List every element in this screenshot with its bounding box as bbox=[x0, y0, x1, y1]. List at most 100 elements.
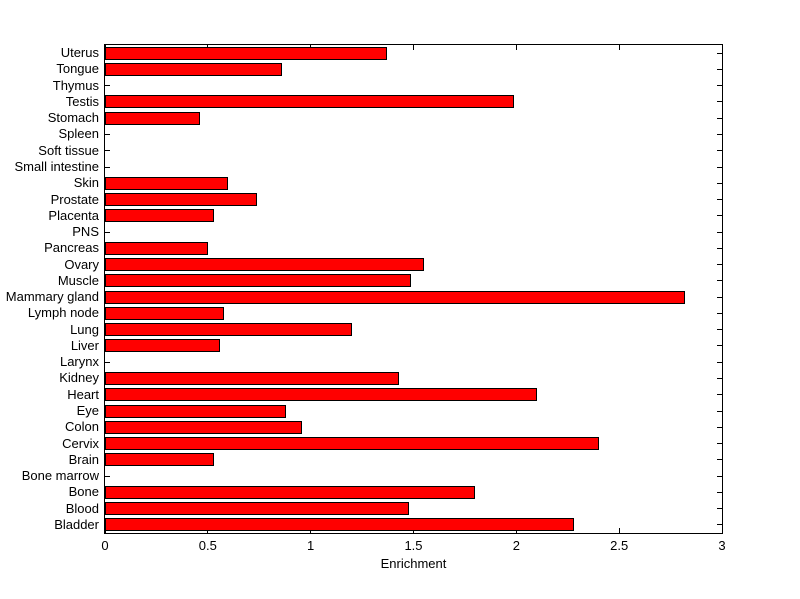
y-tick-right bbox=[717, 312, 722, 314]
y-tick-right bbox=[717, 443, 722, 445]
y-tick-right bbox=[717, 410, 722, 412]
y-tick-left bbox=[105, 150, 110, 152]
y-tick-right bbox=[717, 68, 722, 70]
y-tick-right bbox=[717, 491, 722, 493]
y-tick-right bbox=[717, 459, 722, 461]
y-tick-left bbox=[105, 475, 110, 477]
bar-bone bbox=[105, 485, 476, 499]
y-tick-right bbox=[717, 264, 722, 266]
bar-cervix bbox=[105, 437, 599, 451]
y-tick-label-liver: Liver bbox=[70, 337, 99, 353]
bar-tongue bbox=[105, 62, 282, 76]
y-tick-right bbox=[717, 361, 722, 363]
y-tick-label-placenta: Placenta bbox=[48, 207, 99, 223]
y-tick-right bbox=[717, 345, 722, 347]
y-tick-label-lymph-node: Lymph node bbox=[27, 305, 99, 321]
y-tick-right bbox=[717, 133, 722, 135]
y-tick-left bbox=[105, 166, 110, 168]
y-tick-right bbox=[717, 215, 722, 217]
y-tick-label-eye: Eye bbox=[76, 403, 99, 418]
y-tick-right bbox=[717, 280, 722, 282]
y-tick-label-lung: Lung bbox=[70, 321, 99, 337]
y-tick-label-brain: Brain bbox=[68, 451, 99, 467]
y-tick-left bbox=[105, 133, 110, 135]
bar-placenta bbox=[105, 209, 214, 223]
y-tick-right bbox=[717, 101, 722, 103]
y-tick-label-small-intestine: Small intestine bbox=[14, 159, 99, 174]
y-tick-right bbox=[717, 117, 722, 119]
bar-blood bbox=[105, 502, 410, 516]
bar-mammary-gland bbox=[105, 290, 685, 304]
y-tick-right bbox=[717, 166, 722, 168]
x-tick-label-0: 0 bbox=[101, 538, 109, 553]
x-tick-bottom bbox=[618, 528, 620, 533]
y-tick-left bbox=[105, 231, 110, 233]
y-tick-label-bone-marrow: Bone marrow bbox=[21, 468, 99, 484]
y-tick-label-skin: Skin bbox=[73, 175, 99, 191]
y-tick-label-soft-tissue: Soft tissue bbox=[38, 142, 99, 158]
y-tick-right bbox=[717, 182, 722, 184]
bar-muscle bbox=[105, 274, 412, 288]
y-tick-label-mammary-gland: Mammary gland bbox=[5, 289, 99, 305]
y-tick-right bbox=[717, 296, 722, 298]
bar-stomach bbox=[105, 111, 200, 125]
x-tick-label-1: 1 bbox=[307, 538, 315, 553]
y-tick-label-bone: Bone bbox=[68, 484, 99, 500]
y-tick-label-tongue: Tongue bbox=[56, 61, 99, 77]
x-tick-label-2: 2 bbox=[512, 538, 520, 553]
x-tick-top bbox=[413, 45, 414, 50]
y-tick-right bbox=[717, 508, 722, 510]
x-tick-top bbox=[721, 45, 723, 50]
y-tick-right bbox=[717, 426, 722, 428]
bar-pancreas bbox=[105, 241, 208, 255]
bar-liver bbox=[105, 339, 221, 353]
y-tick-label-uterus: Uterus bbox=[60, 45, 99, 61]
bar-colon bbox=[105, 420, 303, 434]
y-tick-label-stomach: Stomach bbox=[47, 110, 99, 126]
y-tick-left bbox=[105, 85, 110, 87]
y-tick-label-testis: Testis bbox=[65, 93, 99, 109]
x-tick-bottom bbox=[721, 528, 723, 533]
y-tick-label-colon: Colon bbox=[65, 419, 99, 435]
y-tick-left bbox=[105, 361, 110, 363]
y-tick-label-prostate: Prostate bbox=[50, 191, 99, 207]
bar-brain bbox=[105, 453, 214, 467]
y-tick-label-pancreas: Pancreas bbox=[44, 240, 99, 256]
bar-ovary bbox=[105, 258, 424, 272]
bar-lung bbox=[105, 323, 352, 337]
y-tick-right bbox=[717, 394, 722, 396]
bar-heart bbox=[105, 388, 537, 402]
y-tick-label-pns: PNS bbox=[72, 224, 99, 240]
y-tick-right bbox=[717, 231, 722, 233]
plot-area bbox=[104, 44, 723, 534]
y-tick-right bbox=[717, 329, 722, 331]
y-tick-label-bladder: Bladder bbox=[54, 516, 99, 532]
y-tick-label-ovary: Ovary bbox=[64, 256, 99, 272]
x-axis-title: Enrichment bbox=[380, 556, 447, 571]
bar-uterus bbox=[105, 46, 387, 60]
y-tick-label-cervix: Cervix bbox=[62, 435, 99, 451]
bar-lymph-node bbox=[105, 306, 225, 320]
bar-skin bbox=[105, 176, 229, 190]
y-tick-right bbox=[717, 377, 722, 379]
x-tick-top bbox=[515, 45, 517, 50]
x-tick-label-1.5: 1.5 bbox=[404, 538, 423, 553]
bar-kidney bbox=[105, 371, 400, 385]
x-tick-label-3: 3 bbox=[718, 538, 726, 553]
y-tick-right bbox=[717, 85, 722, 87]
y-tick-right bbox=[717, 199, 722, 201]
y-tick-right bbox=[717, 52, 722, 54]
y-tick-right bbox=[717, 524, 722, 526]
y-tick-label-blood: Blood bbox=[65, 500, 99, 516]
y-tick-right bbox=[717, 475, 722, 477]
y-tick-label-heart: Heart bbox=[67, 386, 99, 402]
y-tick-label-spleen: Spleen bbox=[58, 126, 99, 142]
y-tick-right bbox=[717, 150, 722, 152]
y-tick-label-muscle: Muscle bbox=[57, 272, 99, 288]
bar-bladder bbox=[105, 518, 574, 532]
y-tick-label-larynx: Larynx bbox=[59, 354, 99, 370]
bar-eye bbox=[105, 404, 286, 418]
x-tick-label-0.5: 0.5 bbox=[198, 538, 217, 553]
y-tick-label-thymus: Thymus bbox=[52, 77, 99, 93]
